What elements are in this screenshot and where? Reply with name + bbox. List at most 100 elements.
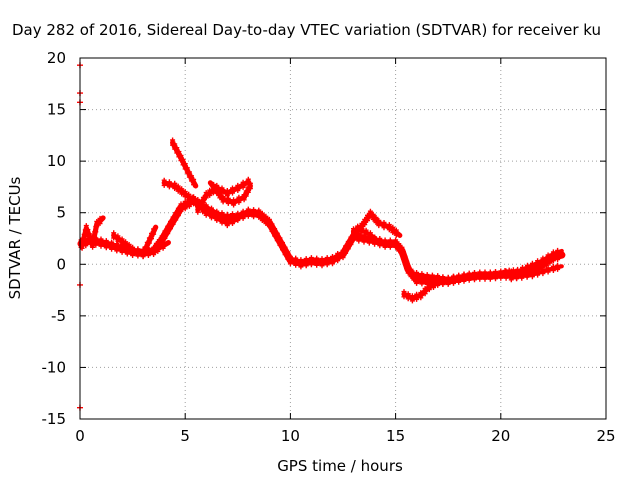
data-point-early-spikes-3-0-0 — [94, 219, 100, 224]
data-point-loop-5-8h-9-2-0 — [214, 186, 220, 191]
data-point-hump-13-15h-4-2-0 — [393, 227, 399, 233]
data-point-branch-3-6h-0-0-0 — [155, 243, 161, 249]
data-point-main-trace-32-1-1 — [408, 274, 414, 279]
data-point-dip-2-to-3h-1-1-1 — [123, 244, 129, 250]
data-point-loop-5-8h-0-0-1 — [195, 209, 201, 215]
data-point-main-trace-41-0-0 — [498, 268, 504, 274]
data-point-main-trace-19-1-0 — [280, 240, 285, 246]
data-point-dip-2-to-3h-0-0-0 — [111, 230, 117, 236]
data-point-mid-branch-16-19h-0-1-1 — [419, 275, 425, 281]
data-point-upper-branch-20-23h-1-0-0 — [515, 266, 521, 272]
y-axis-label: SDTVAR / TECUs — [6, 176, 24, 299]
data-point-lower-branch-20-23h-1-1-1 — [524, 274, 530, 280]
data-point-main-trace-29-1-0 — [387, 237, 393, 243]
data-point-hump-13-15h-0-0-0 — [351, 226, 356, 232]
data-point-main-trace-30-0-0 — [393, 237, 399, 243]
data-point-dip-2-to-3h-4-2-0 — [151, 226, 157, 232]
data-point-dip-2-to-3h-3-2-1 — [144, 245, 150, 251]
data-point-main-trace-15-1-1 — [240, 215, 246, 221]
data-point-branch-4-8h-5-0-1 — [214, 217, 220, 223]
data-point-loop-5-8h-4-0-0 — [235, 182, 241, 188]
data-point-hump-13-14h-0-2-1 — [352, 233, 358, 239]
data-point-upper-branch-20-23h-0-0-1 — [502, 272, 508, 278]
data-point-loop-5-8h-9-3-1 — [211, 187, 217, 192]
data-point-main-trace-3-1-1 — [114, 248, 120, 254]
data-point-main-trace-2-0-1 — [98, 243, 104, 249]
data-point-main-trace-18-3-0 — [274, 230, 280, 236]
data-point-low-branch-15-18h-3-1-0 — [431, 279, 436, 285]
data-point-main-trace-18-1-1 — [269, 228, 275, 234]
data-point-dip-2-to-3h-2-1-0 — [135, 246, 141, 252]
data-point-main-trace-15-0-0 — [235, 210, 241, 216]
data-point-branch-4-8h-1-2-0 — [179, 186, 185, 192]
data-point-low-branch-15-18h-1-0-1 — [409, 298, 415, 304]
data-point-main-trace-31-1-1 — [401, 256, 406, 262]
data-point-hump-13-15h-2-1-1 — [370, 216, 376, 222]
data-point-main-trace-23-1-0 — [324, 255, 330, 261]
data-point-main-trace-9-3-1 — [175, 213, 181, 219]
data-point-spike-4-6h-0-2-0 — [174, 145, 180, 151]
data-point-branch-4-8h-1-1-1 — [175, 188, 181, 194]
data-point-early-spikes-2-0-1 — [90, 244, 96, 250]
data-point-loop-5-8h-7-0-1 — [241, 197, 247, 203]
data-point-low-branch-15-18h-0-0-0 — [401, 289, 407, 295]
data-point-hump-13-14h-2-0-1 — [363, 231, 369, 237]
data-point-hump-13-14h-0-0-1 — [346, 243, 352, 249]
data-point-dip-2-to-3h-1-1-0 — [123, 239, 129, 245]
data-point-low-branch-15-18h-0-1-0 — [405, 291, 411, 297]
data-point-hump-13-15h-2-0-0 — [367, 208, 373, 214]
data-point-main-trace-18-2-1 — [272, 233, 278, 239]
data-point-main-trace-21-1-1 — [303, 263, 309, 269]
data-point-mid-branch-16-19h-1-0-1 — [424, 276, 430, 282]
data-point-main-trace-16-0-1 — [245, 213, 251, 219]
data-point-early-spikes-1-0-0 — [83, 223, 89, 229]
data-point-hump-13-15h-2-0-1 — [367, 213, 373, 219]
data-point-low-branch-15-18h-1-1-0 — [414, 291, 420, 297]
data-point-main-trace-10-2-1 — [186, 203, 192, 209]
data-point-main-trace-31-1-0 — [401, 249, 406, 255]
data-point-loop-5-8h-6-2-0 — [243, 188, 249, 194]
data-point-branch-4-8h-6-1-0 — [230, 215, 235, 221]
data-point-loop-5-8h-8-1-0 — [225, 195, 231, 201]
data-point-main-trace-15-1-0 — [240, 208, 246, 214]
data-point-main-trace-41-0-1 — [498, 275, 504, 281]
data-point-low-branch-15-18h-2-0-0 — [418, 290, 424, 296]
data-point-hump-13-15h-3-0-1 — [376, 223, 382, 229]
x-tick-label-0: 0 — [75, 427, 85, 445]
data-point-main-trace-9-0-0 — [168, 219, 173, 224]
data-point-lower-branch-20-23h-3-0-0 — [540, 266, 546, 272]
data-point-loop-5-8h-6-0-0 — [247, 180, 253, 186]
data-point-loop-5-8h-8-1-1 — [225, 200, 231, 206]
data-point-hump-13-15h-4-1-1 — [390, 230, 396, 235]
data-point-mid-branch-16-19h-2-0-0 — [435, 273, 441, 279]
data-point-upper-branch-20-23h-0-1-0 — [506, 267, 512, 273]
data-point-early-spikes-1-2-0 — [87, 231, 92, 237]
data-point-early-spikes-3-1-1 — [97, 221, 103, 226]
data-point-main-trace-14-1-0 — [230, 211, 235, 217]
data-point-spike-4-6h-2-0-0 — [186, 169, 192, 175]
data-point-loop-5-8h-3-1-1 — [230, 190, 235, 196]
data-point-main-trace-32-0-1 — [405, 270, 411, 276]
data-point-hump-13-14h-0-1-1 — [349, 238, 355, 244]
data-point-main-trace-7-0-1 — [151, 252, 157, 257]
data-point-main-trace-19-2-0 — [282, 244, 288, 250]
data-point-branch-4-8h-1-0-1 — [172, 186, 178, 191]
data-point-branch-4-8h-2-1-0 — [186, 191, 192, 197]
data-point-main-trace-39-1-0 — [482, 269, 488, 275]
data-point-dip-2-to-3h-2-1-1 — [135, 252, 141, 257]
data-point-branch-4-8h-6-0-0 — [224, 218, 230, 223]
data-point-main-trace-18-0-1 — [266, 224, 272, 230]
data-point-main-trace-25-0-1 — [340, 255, 346, 261]
data-point-main-trace-10-0-1 — [178, 208, 184, 214]
data-point-main-trace-28-1-0 — [377, 236, 383, 241]
data-point-main-trace-26-1-1 — [356, 238, 362, 244]
data-point-main-trace-10-0-0 — [178, 201, 184, 207]
data-point-spike-4-6h-0-1-0 — [172, 141, 178, 147]
data-point-dip-2-to-3h-3-1-1 — [142, 249, 148, 255]
data-point-hump-13-14h-1-0-1 — [355, 228, 361, 234]
data-point-mid-branch-16-19h-4-0-0 — [456, 273, 462, 279]
data-point-loop-5-8h-9-0-0 — [220, 194, 226, 200]
data-point-main-trace-19-0-0 — [277, 235, 283, 241]
data-point-main-trace-22-0-0 — [308, 255, 314, 261]
data-point-hump-13-15h-3-1-1 — [381, 225, 387, 231]
